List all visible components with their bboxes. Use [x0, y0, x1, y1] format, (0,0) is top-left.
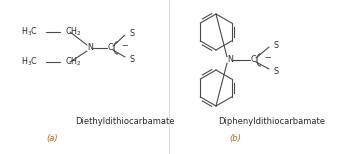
- Text: S: S: [130, 28, 135, 38]
- Text: Diethyldithiocarbamate: Diethyldithiocarbamate: [75, 118, 174, 126]
- Text: $\mathsf{H_3C}$: $\mathsf{H_3C}$: [21, 26, 38, 38]
- Text: N: N: [227, 55, 233, 65]
- Text: (b): (b): [229, 134, 241, 142]
- Text: $\mathsf{CH_2}$: $\mathsf{CH_2}$: [65, 56, 82, 68]
- Text: S: S: [130, 55, 135, 63]
- Text: $-$: $-$: [121, 39, 129, 49]
- Text: N: N: [87, 43, 93, 53]
- Text: $-$: $-$: [264, 51, 272, 61]
- Text: (a): (a): [46, 134, 58, 142]
- Text: S: S: [274, 41, 279, 49]
- Text: Diphenyldithiocarbamate: Diphenyldithiocarbamate: [218, 118, 325, 126]
- Text: $\mathsf{H_3C}$: $\mathsf{H_3C}$: [21, 56, 38, 68]
- Text: S: S: [274, 67, 279, 75]
- Text: C: C: [250, 55, 256, 65]
- Text: C: C: [107, 43, 113, 53]
- Text: $\mathsf{CH_2}$: $\mathsf{CH_2}$: [65, 26, 82, 38]
